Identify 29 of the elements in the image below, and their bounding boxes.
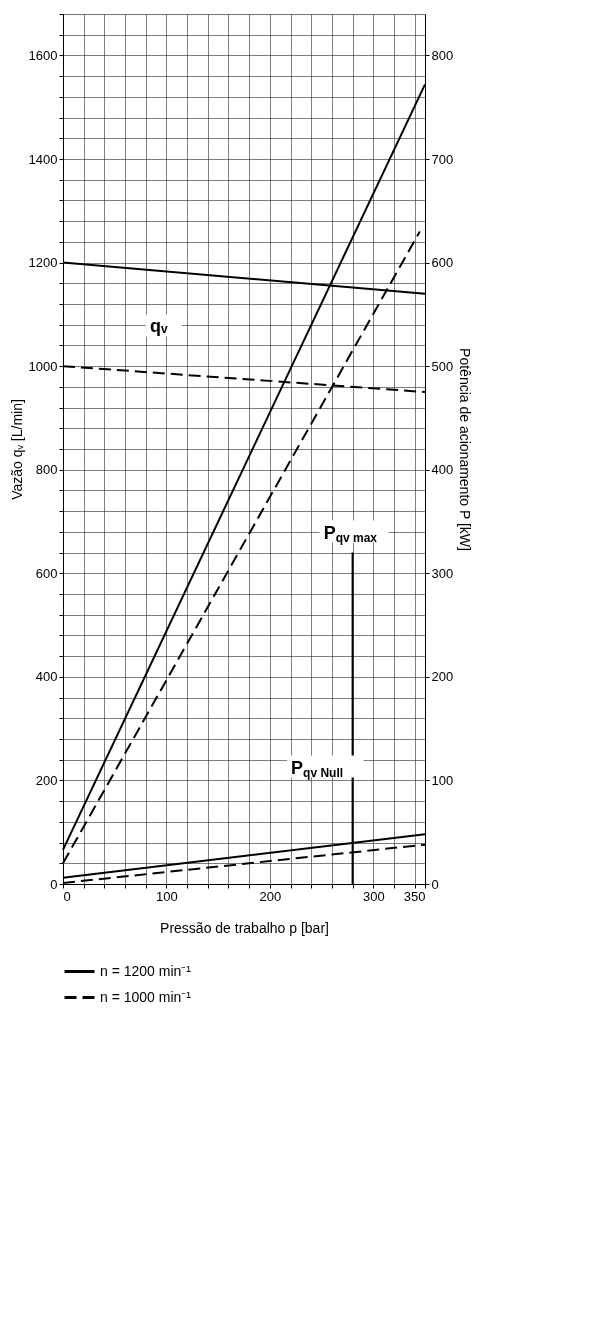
y-tick-label: 1600: [28, 47, 58, 63]
x-tick-label: 100: [156, 888, 178, 904]
y-tick-label: 800: [35, 462, 58, 478]
x-tick-label: 300: [362, 888, 385, 904]
y2-tick-label: 400: [431, 462, 454, 478]
y2-tick-label: 100: [431, 772, 454, 788]
y2-tick-label: 200: [431, 669, 454, 685]
annotation: qᵥ: [149, 316, 168, 337]
y2-tick-label: 0: [431, 876, 439, 892]
y2-tick-label: 500: [431, 358, 454, 374]
x-tick-label: 0: [63, 888, 71, 904]
y-tick-label: 1200: [28, 255, 58, 271]
y2-tick-label: 800: [431, 47, 454, 63]
y2-tick-label: 700: [431, 151, 454, 167]
y-axis-title: Vazão qᵥ [L/min]: [8, 399, 25, 500]
legend-label: n = 1000 min⁻¹: [100, 988, 192, 1005]
y-tick-label: 0: [50, 876, 58, 892]
x-tick-label: 200: [259, 888, 282, 904]
legend-label: n = 1200 min⁻¹: [100, 962, 192, 979]
x-tick-label: 350: [403, 888, 426, 904]
y-tick-label: 1000: [28, 358, 58, 374]
y-tick-label: 1400: [28, 151, 58, 167]
y-tick-label: 400: [35, 669, 58, 685]
y2-tick-label: 600: [431, 255, 454, 271]
x-axis-title: Pressão de trabalho p [bar]: [160, 919, 329, 936]
y2-tick-label: 300: [431, 565, 454, 581]
y2-axis-title: Potência de acionamento P [kW]: [457, 348, 474, 551]
y-tick-label: 600: [35, 565, 58, 581]
y-tick-label: 200: [35, 772, 58, 788]
